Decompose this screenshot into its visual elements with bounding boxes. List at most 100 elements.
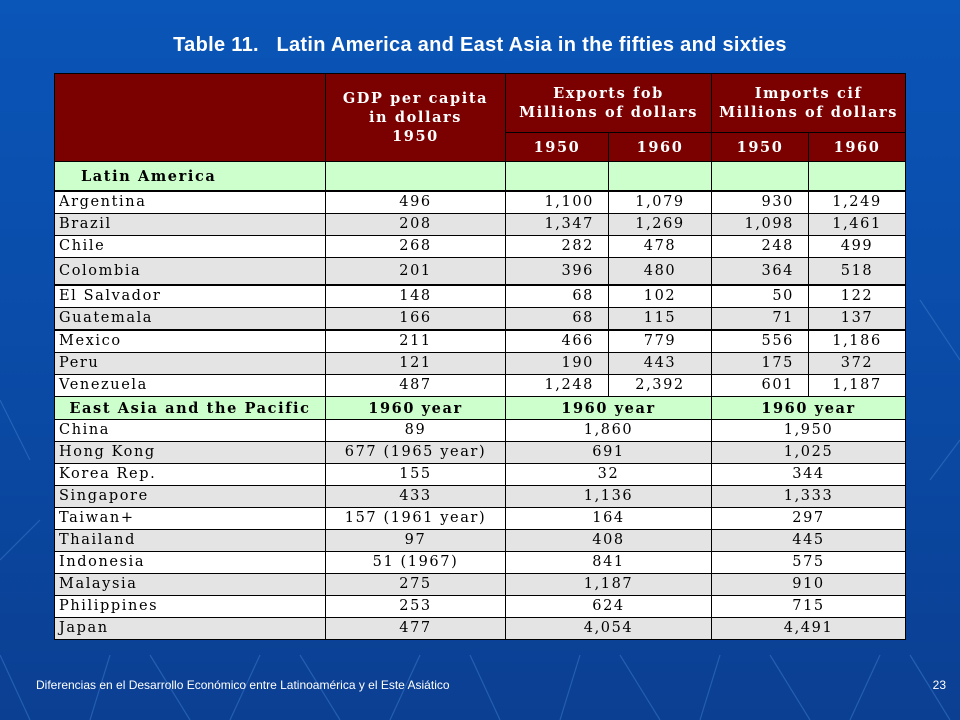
cell-exports: 1,136 bbox=[504, 485, 713, 508]
table-row: Venezuela 487 1,248 2,392 601 1,187 bbox=[54, 374, 907, 397]
cell-country: Colombia bbox=[54, 257, 326, 286]
cell-e50: 1,248 bbox=[505, 374, 609, 397]
cell-imports: 297 bbox=[711, 507, 907, 530]
table-row: China 89 1,860 1,950 bbox=[54, 419, 907, 442]
empty-cell bbox=[505, 161, 609, 192]
latin-america-rows: Argentina 496 1,100 1,079 930 1,249 Brazil 208 1… bbox=[54, 190, 907, 397]
comparison-table: GDP per capita in dollars 1950 Exports f… bbox=[54, 73, 907, 640]
cell-i60: 1,186 bbox=[808, 329, 907, 353]
table-row: Thailand 97 408 445 bbox=[54, 529, 907, 552]
cell-e60: 102 bbox=[607, 284, 713, 308]
cell-gdp: 148 bbox=[325, 284, 506, 308]
table-row: Chile 268 282 478 248 499 bbox=[54, 235, 907, 258]
cell-imports: 1,025 bbox=[711, 441, 907, 464]
cell-exports: 32 bbox=[504, 463, 713, 486]
cell-country: Philippines bbox=[54, 595, 326, 618]
page-number: 23 bbox=[932, 678, 946, 692]
cell-country: El Salvador bbox=[54, 284, 326, 308]
cell-imports: 4,491 bbox=[711, 617, 907, 640]
section-label: Latin America bbox=[54, 161, 326, 192]
header-exports-line1: Exports fob bbox=[553, 85, 664, 102]
cell-gdp: 433 bbox=[325, 485, 506, 508]
cell-e60: 1,269 bbox=[607, 213, 713, 236]
cell-country: Argentina bbox=[54, 190, 326, 214]
table-row: Colombia 201 396 480 364 518 bbox=[54, 257, 907, 286]
cell-e50: 68 bbox=[505, 284, 609, 308]
cell-i50: 71 bbox=[711, 307, 810, 331]
cell-gdp: 97 bbox=[325, 529, 506, 552]
table-row: Philippines 253 624 715 bbox=[54, 595, 907, 618]
year-header: 1950 bbox=[711, 132, 810, 162]
cell-i50: 556 bbox=[711, 329, 810, 353]
cell-e50: 190 bbox=[505, 352, 609, 375]
year-header: 1960 bbox=[808, 132, 907, 162]
cell-exports: 624 bbox=[504, 595, 713, 618]
cell-gdp: 166 bbox=[325, 307, 506, 331]
section-east-asia: East Asia and the Pacific 1960 year 1960… bbox=[54, 396, 907, 420]
cell-i50: 601 bbox=[711, 374, 810, 397]
header-imports-line1: Imports cif bbox=[754, 85, 863, 102]
empty-cell bbox=[325, 161, 506, 192]
cell-country: Thailand bbox=[54, 529, 326, 552]
cell-i50: 248 bbox=[711, 235, 810, 258]
cell-exports: 1,860 bbox=[504, 419, 713, 442]
cell-country: Japan bbox=[54, 617, 326, 640]
cell-i60: 518 bbox=[808, 257, 907, 286]
header-exports: Exports fob Millions of dollars bbox=[504, 73, 713, 133]
cell-gdp: 677 (1965 year) bbox=[325, 441, 506, 464]
cell-e60: 478 bbox=[607, 235, 713, 258]
cell-country: Venezuela bbox=[54, 374, 326, 397]
cell-exports: 4,054 bbox=[504, 617, 713, 640]
footer-text: Diferencias en el Desarrollo Económico e… bbox=[36, 678, 450, 692]
cell-gdp: 155 bbox=[325, 463, 506, 486]
cell-i60: 122 bbox=[808, 284, 907, 308]
table-row: Guatemala 166 68 115 71 137 bbox=[54, 307, 907, 331]
header-exports-line2: Millions of dollars bbox=[519, 104, 698, 121]
cell-i60: 1,249 bbox=[808, 190, 907, 214]
cell-i50: 175 bbox=[711, 352, 810, 375]
table-row: Brazil 208 1,347 1,269 1,098 1,461 bbox=[54, 213, 907, 236]
cell-i60: 1,187 bbox=[808, 374, 907, 397]
header-gdp-line1: GDP per capita bbox=[342, 90, 489, 107]
header-gdp: GDP per capita in dollars 1950 bbox=[325, 73, 506, 162]
cell-e50: 68 bbox=[505, 307, 609, 331]
cell-gdp: 477 bbox=[325, 617, 506, 640]
table-row: Japan 477 4,054 4,491 bbox=[54, 617, 907, 640]
cell-e60: 779 bbox=[607, 329, 713, 353]
cell-gdp: 268 bbox=[325, 235, 506, 258]
header-gdp-line3: 1950 bbox=[392, 128, 439, 145]
cell-country: Brazil bbox=[54, 213, 326, 236]
table-row: Argentina 496 1,100 1,079 930 1,249 bbox=[54, 190, 907, 214]
year-header: 1950 bbox=[505, 132, 609, 162]
cell-gdp: 157 (1961 year) bbox=[325, 507, 506, 530]
empty-cell bbox=[711, 161, 810, 192]
cell-country: Mexico bbox=[54, 329, 326, 353]
cell-i50: 364 bbox=[711, 257, 810, 286]
cell-exports: 841 bbox=[504, 551, 713, 574]
cell-i50: 930 bbox=[711, 190, 810, 214]
cell-country: Hong Kong bbox=[54, 441, 326, 464]
cell-i60: 372 bbox=[808, 352, 907, 375]
cell-imports: 575 bbox=[711, 551, 907, 574]
header-imports: Imports cif Millions of dollars bbox=[711, 73, 907, 133]
cell-gdp: 51 (1967) bbox=[325, 551, 506, 574]
cell-i50: 50 bbox=[711, 284, 810, 308]
title-prefix: Table 11. bbox=[173, 34, 259, 56]
cell-e60: 2,392 bbox=[607, 374, 713, 397]
cell-i60: 1,461 bbox=[808, 213, 907, 236]
cell-imports: 344 bbox=[711, 463, 907, 486]
table-header-row: GDP per capita in dollars 1950 Exports f… bbox=[54, 73, 907, 162]
cell-gdp: 275 bbox=[325, 573, 506, 596]
table-row: Hong Kong 677 (1965 year) 691 1,025 bbox=[54, 441, 907, 464]
table-row: El Salvador 148 68 102 50 122 bbox=[54, 284, 907, 308]
cell-e60: 480 bbox=[607, 257, 713, 286]
cell-e50: 466 bbox=[505, 329, 609, 353]
cell-country: Peru bbox=[54, 352, 326, 375]
cell-country: Taiwan+ bbox=[54, 507, 326, 530]
table-row: Mexico 211 466 779 556 1,186 bbox=[54, 329, 907, 353]
cell-country: Singapore bbox=[54, 485, 326, 508]
cell-exports: 691 bbox=[504, 441, 713, 464]
cell-gdp: 208 bbox=[325, 213, 506, 236]
cell-e50: 282 bbox=[505, 235, 609, 258]
